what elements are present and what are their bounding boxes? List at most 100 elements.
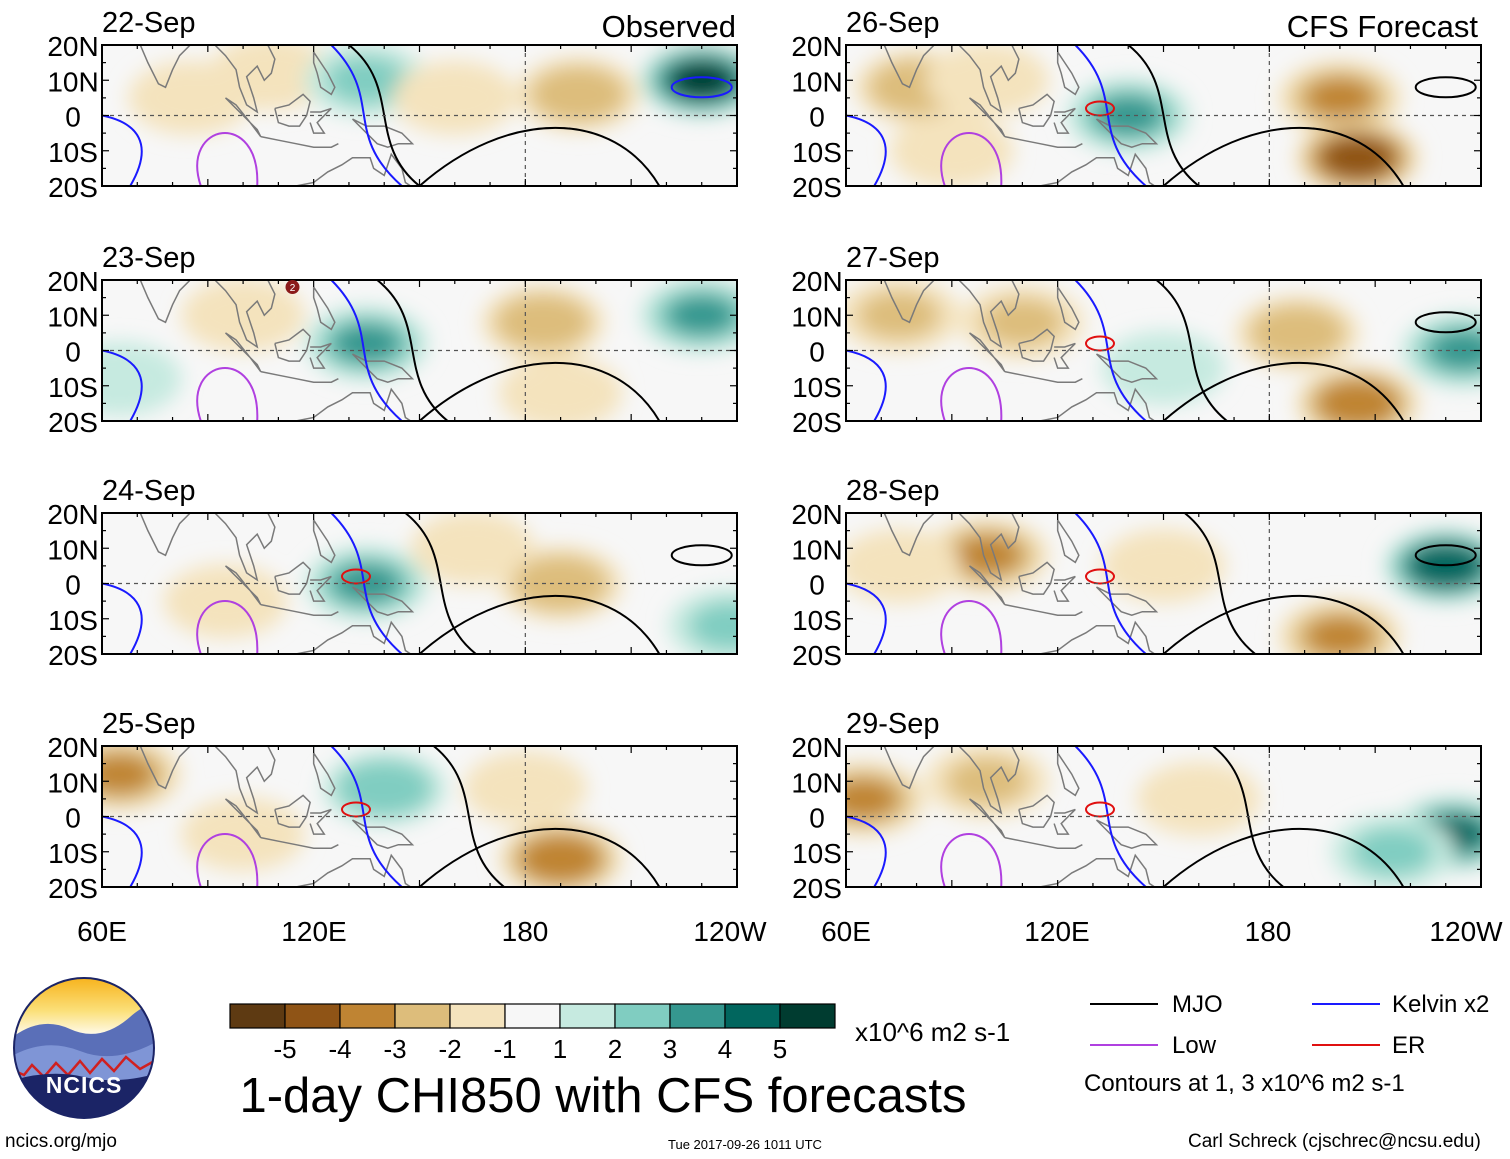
panel-frame [845, 745, 1482, 888]
colorbar-swatch [504, 1003, 561, 1029]
anomaly-blob [667, 295, 736, 335]
footer-url[interactable]: ncics.org/mjo [5, 1131, 117, 1152]
colorbar-swatch [284, 1003, 341, 1029]
y-tick-label: 20S [48, 172, 98, 203]
anomaly-blob [857, 291, 940, 340]
y-tick-label: 10S [48, 137, 98, 168]
low-contour [940, 600, 1003, 654]
anomaly-blob [1122, 344, 1205, 393]
y-tick-label: 10N [47, 301, 98, 332]
coastline-segment [351, 586, 415, 617]
coastline-segment [883, 45, 1020, 114]
coastline-segment [309, 808, 332, 835]
coastline-segment [274, 328, 311, 362]
y-tick-label: 0 [65, 337, 81, 368]
y-tick-label: 20N [791, 31, 842, 62]
y-tick-label: 20S [48, 873, 98, 904]
coastline [139, 746, 415, 887]
anomaly-blob [946, 757, 1029, 806]
y-tick-label: 20N [791, 499, 842, 530]
low-contour [196, 833, 259, 887]
y-tick-label: 10S [48, 605, 98, 636]
legend-label-er: ER [1392, 1032, 1425, 1059]
anomaly-blob [1351, 827, 1434, 876]
anomaly-blob [857, 541, 940, 590]
coastline-segment [312, 51, 336, 96]
y-tick-label: 10N [791, 301, 842, 332]
coastline-segment [968, 798, 1006, 839]
anomaly-blob [508, 302, 577, 342]
wave-contours [102, 280, 661, 421]
x-tick-label: 120W [693, 916, 767, 947]
anomaly-blob [1136, 761, 1261, 836]
colorbar-tick-label: 4 [718, 1034, 732, 1064]
panel-frame [101, 279, 738, 422]
y-tick-label: 10N [47, 767, 98, 798]
footer-credit: Carl Schreck (cjschrec@ncsu.edu) [1188, 1131, 1481, 1152]
coastline-segment [1018, 561, 1055, 595]
coastline-segment [351, 353, 415, 384]
kelvin-contour [1074, 280, 1147, 421]
y-tick-label: 10S [792, 605, 842, 636]
coastline [883, 513, 1159, 654]
panel-date: 29-Sep [846, 708, 940, 740]
low-contour [940, 833, 1003, 887]
colorbar-swatch [559, 1003, 616, 1029]
colorbar-tick-label: -4 [328, 1034, 351, 1064]
colorbar-tick-label: 2 [608, 1034, 622, 1064]
x-tick-label: 180 [1245, 916, 1292, 947]
anomaly-blob [1101, 528, 1226, 603]
y-tick-label: 20S [48, 640, 98, 671]
kelvin-contour [102, 582, 143, 654]
mjo-contour [418, 827, 661, 887]
er-contour [1085, 100, 1115, 117]
anomaly-blob [350, 768, 419, 808]
coastline-segment [224, 97, 262, 138]
coastline-segment [274, 561, 311, 595]
x-axis-left: 60E 120E 180 120W [77, 916, 767, 947]
coastline-segment [1056, 286, 1080, 331]
mjo-contour [376, 280, 449, 421]
kelvin-contour [330, 513, 403, 654]
colorbar-tick-label: 3 [663, 1034, 677, 1064]
panel-date: 24-Sep [102, 475, 196, 507]
mjo-contour [1162, 126, 1405, 186]
coastline-segment [224, 798, 262, 839]
anomaly-blob [530, 841, 592, 877]
coastline-segment [1095, 586, 1159, 617]
panel-frame [101, 745, 738, 888]
observed-title: Observed [602, 9, 736, 44]
kelvin-contour [670, 76, 733, 99]
legend-label-mjo: MJO [1172, 991, 1223, 1018]
storm-marker-label: 2 [290, 283, 296, 294]
coastline-segment [1056, 519, 1080, 564]
coastline-segment [1018, 794, 1055, 828]
logo-text: NCICS [46, 1072, 123, 1098]
panel-date: 22-Sep [102, 7, 196, 39]
anomaly-field [846, 746, 1481, 887]
y-tick-label: 0 [809, 570, 825, 601]
er-contour [1085, 801, 1115, 818]
coastline-segment [224, 332, 262, 373]
colorbar-swatch [394, 1003, 451, 1029]
mjo-contour [1162, 594, 1405, 654]
kelvin-contour [330, 746, 403, 887]
colorbar: -5 -4 -3 -2 -1 1 2 3 4 5 [229, 1003, 836, 1064]
wave-contours [846, 513, 1477, 654]
y-tick-label: 20S [792, 640, 842, 671]
coastline-segment [260, 603, 339, 616]
panel-grid: 22-Sep20N10N010S20S23-Sep20N10N010S20S22… [47, 7, 1482, 904]
coastline-segment [312, 286, 336, 331]
y-tick-label: 10N [47, 66, 98, 97]
x-tick-label: 120E [281, 916, 346, 947]
anomaly-field [128, 45, 737, 135]
contour-note: Contours at 1, 3 x10^6 m2 s-1 [1084, 1070, 1405, 1097]
wave-contours [102, 513, 733, 654]
anomaly-blob [981, 298, 1064, 347]
y-tick-label: 10S [48, 372, 98, 403]
colorbar-tick-label: 5 [773, 1034, 787, 1064]
